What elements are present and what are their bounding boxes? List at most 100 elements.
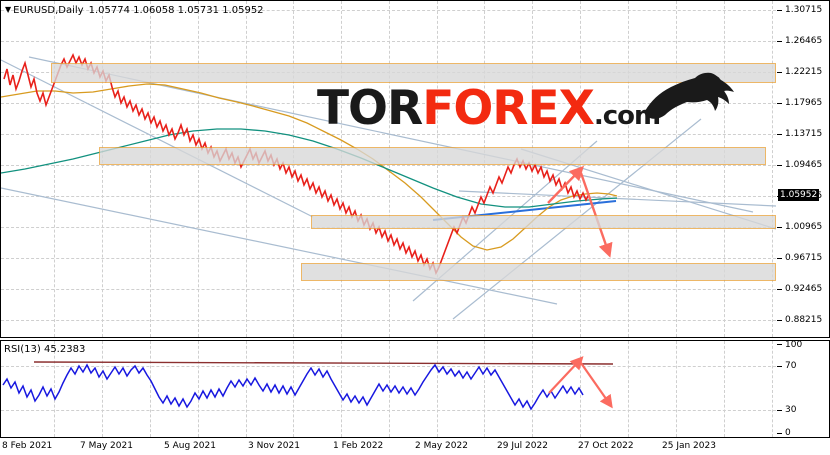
horizontal-gridline bbox=[1, 10, 776, 11]
support-zone-1 bbox=[311, 215, 776, 229]
horizontal-gridline bbox=[1, 165, 776, 166]
price-axis-label: 1.22215 bbox=[785, 67, 823, 77]
bull-logo-icon bbox=[641, 71, 737, 123]
price-axis-tick bbox=[777, 41, 782, 42]
vertical-gridline bbox=[293, 1, 294, 337]
price-axis-label: 1.09465 bbox=[785, 160, 823, 170]
rsi-axis-tick bbox=[777, 433, 782, 434]
rsi-axis-tick bbox=[777, 344, 782, 345]
rsi-indicator-panel[interactable]: 100 70 30 0 bbox=[0, 340, 830, 438]
symbol-header[interactable]: ▼ EURUSD,Daily 1.05774 1.06058 1.05731 1.0… bbox=[5, 4, 264, 16]
price-plot-area bbox=[1, 1, 776, 337]
rsi-header-label: RSI(13) 45.2383 bbox=[4, 344, 86, 355]
rsi-axis-tick bbox=[777, 366, 782, 367]
vertical-gridline bbox=[628, 341, 629, 437]
price-series-svg bbox=[1, 53, 776, 320]
vertical-gridline bbox=[724, 341, 725, 437]
vertical-gridline bbox=[246, 341, 247, 437]
horizontal-gridline bbox=[1, 41, 776, 42]
vertical-gridline bbox=[150, 1, 151, 337]
price-axis-tick bbox=[777, 227, 782, 228]
rsi-line bbox=[2, 363, 584, 411]
rsi-axis-tick bbox=[777, 410, 782, 411]
price-axis-tick bbox=[777, 103, 782, 104]
vertical-gridline bbox=[580, 341, 581, 437]
date-axis-label: 1 Feb 2022 bbox=[333, 441, 384, 451]
vertical-gridline bbox=[437, 1, 438, 337]
vertical-gridline bbox=[102, 1, 103, 337]
vertical-gridline bbox=[484, 341, 485, 437]
forecast-up-arrow bbox=[547, 165, 585, 204]
support-zone-2 bbox=[301, 263, 776, 281]
resistance-zone-1 bbox=[51, 63, 776, 83]
vertical-gridline bbox=[54, 1, 55, 337]
date-axis-label: 5 Aug 2021 bbox=[164, 441, 216, 451]
ma-slow-line bbox=[1, 128, 618, 208]
price-axis-label: 1.30715 bbox=[785, 5, 823, 15]
rsi-axis-label: 30 bbox=[785, 405, 797, 415]
price-axis-label: 1.00965 bbox=[785, 222, 823, 232]
price-axis-tick bbox=[777, 258, 782, 259]
horizontal-gridline bbox=[1, 289, 776, 290]
vertical-gridline bbox=[628, 1, 629, 337]
vertical-gridline bbox=[676, 341, 677, 437]
rsi-axis-label: 100 bbox=[785, 340, 803, 350]
price-axis-label: 0.92465 bbox=[785, 284, 823, 294]
horizontal-gridline bbox=[1, 258, 776, 259]
price-axis-label: 1.26465 bbox=[785, 36, 823, 46]
price-axis-tick bbox=[777, 10, 782, 11]
horizontal-gridline bbox=[1, 103, 776, 104]
rsi-resistance-level-line bbox=[33, 361, 614, 365]
price-axis-tick bbox=[777, 165, 782, 166]
trendline-flat-right bbox=[458, 190, 776, 207]
price-axis-tick bbox=[777, 72, 782, 73]
rsi-forecast-down-arrow bbox=[580, 362, 613, 409]
date-axis-label: 3 Nov 2021 bbox=[248, 441, 300, 451]
vertical-gridline bbox=[246, 1, 247, 337]
vertical-gridline bbox=[772, 341, 773, 437]
forecast-down-arrow bbox=[579, 172, 613, 258]
symbol-label: EURUSD,Daily bbox=[13, 5, 84, 16]
price-axis-label: 1.13715 bbox=[785, 129, 823, 139]
vertical-gridline bbox=[532, 341, 533, 437]
vertical-gridline bbox=[437, 341, 438, 437]
vertical-gridline bbox=[198, 341, 199, 437]
date-axis-label: 8 Feb 2021 bbox=[2, 441, 53, 451]
vertical-gridline bbox=[198, 1, 199, 337]
price-axis-tick bbox=[777, 320, 782, 321]
date-axis-label: 27 Oct 2022 bbox=[578, 441, 634, 451]
horizontal-gridline bbox=[1, 196, 776, 197]
vertical-gridline bbox=[724, 1, 725, 337]
date-axis-label: 29 Jul 2022 bbox=[497, 441, 548, 451]
rsi-plot-area bbox=[1, 341, 776, 437]
rsi-axis-label: 0 bbox=[785, 428, 791, 438]
rsi-level-30-gridline bbox=[1, 410, 776, 411]
price-chart-panel[interactable]: 1.30715 1.26465 1.22215 1.17965 1.13715 … bbox=[0, 0, 830, 338]
vertical-gridline bbox=[389, 1, 390, 337]
vertical-gridline bbox=[341, 1, 342, 337]
vertical-gridline bbox=[54, 341, 55, 437]
vertical-gridline bbox=[484, 1, 485, 337]
price-axis-label: 0.88215 bbox=[785, 315, 823, 325]
vertical-gridline bbox=[676, 1, 677, 337]
collapse-triangle-icon[interactable]: ▼ bbox=[5, 5, 12, 14]
date-axis-label: 25 Jan 2023 bbox=[662, 441, 716, 451]
price-axis-tick bbox=[777, 134, 782, 135]
vertical-gridline bbox=[293, 341, 294, 437]
vertical-gridline bbox=[341, 341, 342, 437]
rsi-level-70-gridline bbox=[1, 366, 776, 367]
vertical-gridline bbox=[102, 341, 103, 437]
vertical-gridline bbox=[772, 1, 773, 337]
ohlc-values: 1.05774 1.06058 1.05731 1.05952 bbox=[88, 5, 264, 16]
rsi-axis-label: 70 bbox=[785, 361, 797, 371]
horizontal-gridline bbox=[1, 320, 776, 321]
price-axis-tick bbox=[777, 289, 782, 290]
rsi-series-svg bbox=[2, 356, 614, 411]
date-axis-label: 2 May 2022 bbox=[415, 441, 468, 451]
trendline-descending-lower bbox=[1, 187, 558, 305]
date-axis-label: 7 May 2021 bbox=[80, 441, 133, 451]
price-axis-label: 0.96715 bbox=[785, 253, 823, 263]
rsi-forecast-up-arrow bbox=[548, 356, 584, 394]
current-price-tag: 1.05952 bbox=[778, 189, 820, 201]
